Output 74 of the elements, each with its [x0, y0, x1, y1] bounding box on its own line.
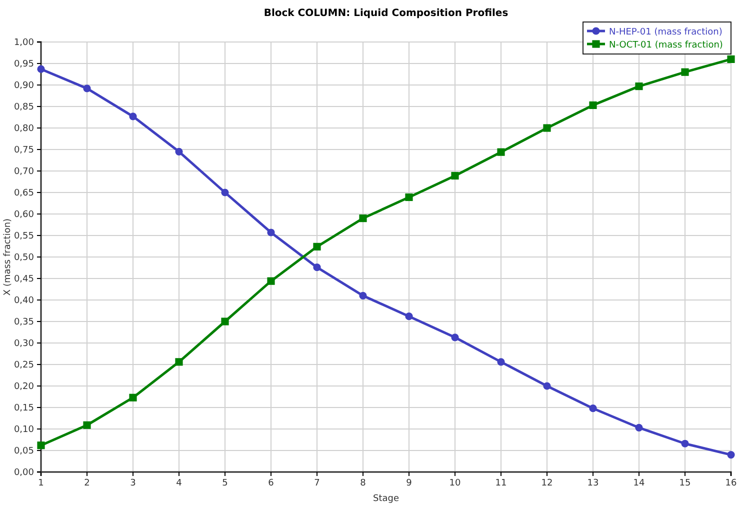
point: [589, 101, 597, 110]
y-tick-label: 0,20: [14, 382, 34, 392]
y-tick-label: 0,90: [14, 80, 34, 91]
y-tick-label: 0,35: [14, 317, 34, 328]
point: [175, 148, 183, 156]
point: [451, 172, 459, 180]
x-tick-label: 3: [130, 478, 136, 488]
point: [543, 382, 551, 390]
point: [175, 358, 183, 366]
y-tick-label: 0,30: [14, 338, 34, 349]
point: [727, 451, 735, 459]
point: [635, 424, 643, 432]
point: [405, 312, 413, 320]
x-tick-label: 10: [449, 478, 461, 488]
y-tick-label: 0,50: [14, 252, 34, 263]
y-tick-label: 0,15: [14, 403, 34, 414]
x-tick-label: 4: [176, 478, 182, 488]
point: [681, 440, 689, 448]
point: [681, 68, 689, 76]
y-tick-label: 0,45: [14, 274, 34, 284]
point: [129, 394, 137, 402]
point: [543, 124, 551, 132]
point: [129, 112, 137, 120]
point: [267, 277, 275, 285]
point: [221, 188, 229, 196]
point: [37, 65, 45, 73]
point: [589, 404, 597, 412]
y-tick-label: 0,95: [14, 59, 34, 70]
chart-title: Block COLUMN: Liquid Composition Profiles: [264, 8, 508, 19]
y-tick-label: 0,65: [14, 188, 34, 198]
y-tick-label: 0,25: [14, 360, 34, 370]
point: [727, 55, 735, 63]
x-tick-label: 13: [587, 478, 599, 488]
point: [313, 242, 321, 250]
point: [83, 421, 91, 429]
x-tick-label: 12: [541, 478, 553, 488]
y-tick-label: 0,75: [14, 145, 34, 156]
y-tick-label: 0,60: [14, 210, 34, 220]
point: [635, 82, 643, 90]
x-tick-label: 8: [360, 478, 366, 488]
x-tick-label: 11: [495, 478, 507, 488]
y-tick-label: 0,70: [14, 166, 34, 177]
y-tick-label: 0,55: [14, 231, 34, 242]
x-tick-label: 14: [633, 478, 645, 488]
y-tick-label: 0,80: [14, 124, 34, 134]
point: [37, 442, 45, 450]
y-tick-label: 1,00: [14, 38, 34, 48]
point: [359, 214, 367, 222]
point: [221, 318, 229, 326]
point: [497, 358, 505, 366]
y-tick-label: 0,85: [14, 102, 34, 112]
x-tick-label: 6: [268, 478, 274, 488]
y-tick-label: 0,00: [14, 468, 34, 478]
x-tick-label: 2: [84, 478, 90, 488]
x-tick-label: 5: [222, 478, 228, 488]
point: [497, 148, 505, 156]
y-tick-label: 0,05: [14, 446, 34, 456]
point: [451, 334, 459, 342]
y-tick-label: 0,40: [14, 296, 34, 306]
point: [359, 292, 367, 300]
x-tick-label: 15: [679, 478, 691, 488]
point: [83, 84, 91, 92]
legend-label: N-HEP-01 (mass fraction): [609, 28, 722, 38]
x-tick-label: 16: [725, 478, 737, 488]
x-tick-label: 7: [314, 478, 320, 488]
point: [405, 193, 413, 202]
x-tick-label: 9: [406, 478, 412, 488]
y-axis-title: X (mass fraction): [3, 218, 13, 296]
point: [313, 264, 321, 272]
legend-label: N-OCT-01 (mass fraction): [609, 40, 723, 50]
x-tick-label: 1: [38, 478, 44, 488]
x-axis-title: Stage: [372, 494, 400, 504]
y-tick-label: 0,10: [14, 424, 34, 435]
point: [267, 228, 275, 236]
